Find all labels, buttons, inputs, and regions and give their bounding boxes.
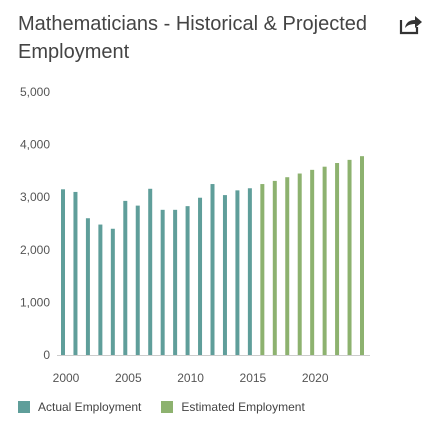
bar-actual-2007[interactable] bbox=[148, 188, 153, 355]
bar-actual-2013[interactable] bbox=[222, 195, 227, 355]
y-tick-label: 1,000 bbox=[20, 295, 50, 309]
bar-actual-2010[interactable] bbox=[185, 206, 190, 355]
bar-actual-2002[interactable] bbox=[85, 218, 90, 355]
bar-estimated-2021[interactable] bbox=[322, 166, 327, 355]
bar-actual-2005[interactable] bbox=[123, 200, 128, 355]
bar-actual-2000[interactable] bbox=[61, 189, 65, 355]
bar-actual-2003[interactable] bbox=[98, 224, 103, 355]
bar-actual-2009[interactable] bbox=[173, 209, 178, 355]
bar-actual-2014[interactable] bbox=[235, 190, 240, 355]
legend-item-actual[interactable]: Actual Employment bbox=[18, 400, 141, 414]
y-axis: 0 1,000 2,000 3,000 4,000 5,000 bbox=[20, 85, 50, 362]
x-tick-label: 2020 bbox=[302, 371, 329, 385]
bar-estimated-2018[interactable] bbox=[285, 177, 290, 355]
bar-estimated-2019[interactable] bbox=[297, 173, 302, 355]
y-tick-label: 0 bbox=[43, 348, 50, 362]
bars bbox=[61, 156, 364, 355]
bar-estimated-2016[interactable] bbox=[260, 184, 265, 355]
bar-estimated-2017[interactable] bbox=[272, 180, 277, 355]
bar-estimated-2023[interactable] bbox=[347, 159, 352, 355]
legend-item-estimated[interactable]: Estimated Employment bbox=[161, 400, 305, 414]
page-title: Mathematicians - Historical & Projected … bbox=[18, 13, 368, 63]
y-tick-label: 3,000 bbox=[20, 190, 50, 204]
y-tick-label: 2,000 bbox=[20, 243, 50, 257]
x-tick-label: 2010 bbox=[177, 371, 204, 385]
bar-actual-2008[interactable] bbox=[160, 209, 165, 355]
y-tick-label: 5,000 bbox=[20, 85, 50, 99]
legend-label-estimated: Estimated Employment bbox=[181, 400, 305, 414]
bar-actual-2011[interactable] bbox=[198, 197, 203, 355]
bar-actual-2004[interactable] bbox=[110, 228, 115, 355]
bar-actual-2012[interactable] bbox=[210, 184, 215, 355]
x-tick-label: 2000 bbox=[53, 371, 80, 385]
legend-swatch-estimated bbox=[161, 401, 174, 413]
bar-actual-2001[interactable] bbox=[73, 191, 78, 355]
x-tick-label: 2015 bbox=[240, 371, 267, 385]
x-tick-label: 2005 bbox=[115, 371, 142, 385]
bar-actual-2015[interactable] bbox=[247, 188, 252, 355]
bar-estimated-2020[interactable] bbox=[310, 169, 315, 355]
x-axis: 2000 2005 2010 2015 2020 bbox=[53, 371, 329, 385]
legend: Actual Employment Estimated Employment bbox=[18, 398, 325, 416]
y-tick-label: 4,000 bbox=[20, 138, 50, 152]
legend-label-actual: Actual Employment bbox=[38, 400, 142, 414]
bar-actual-2006[interactable] bbox=[135, 205, 140, 355]
share-button[interactable] bbox=[399, 13, 423, 35]
bar-estimated-2022[interactable] bbox=[335, 163, 340, 355]
share-arrow-icon bbox=[399, 16, 422, 35]
legend-swatch-actual bbox=[18, 401, 30, 413]
bar-estimated-2024[interactable] bbox=[360, 156, 364, 355]
